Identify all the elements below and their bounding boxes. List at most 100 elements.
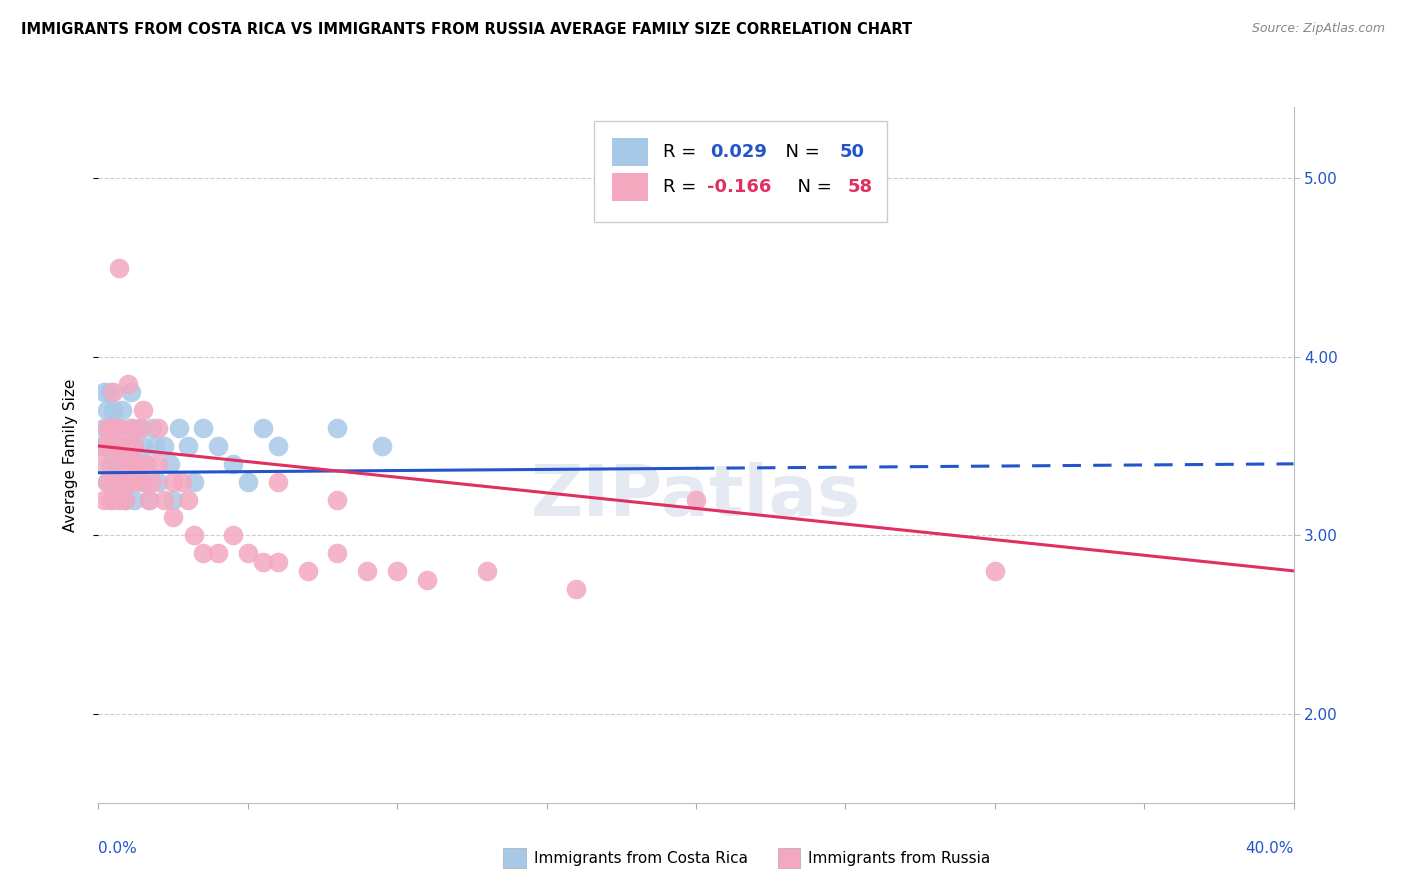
Point (141, 421, 163, 435)
Point (267, 475, 290, 489)
Point (127, 457, 149, 471)
Point (132, 403, 155, 417)
Text: 0.029: 0.029 (710, 144, 768, 161)
Point (105, 475, 128, 489)
Text: N =: N = (786, 178, 837, 196)
FancyBboxPatch shape (595, 121, 887, 222)
Point (177, 439, 200, 453)
Point (108, 260, 131, 275)
Point (98, 457, 122, 471)
Point (162, 475, 184, 489)
Point (98, 492, 122, 507)
Point (114, 457, 136, 471)
Point (416, 573, 439, 587)
Text: 0.0%: 0.0% (98, 841, 138, 856)
Point (148, 475, 170, 489)
Point (162, 492, 184, 507)
Y-axis label: Average Family Size: Average Family Size (63, 378, 77, 532)
Point (267, 555, 290, 569)
Point (153, 439, 176, 453)
Point (108, 492, 131, 507)
Point (96, 421, 118, 435)
Point (183, 528, 205, 542)
Point (111, 475, 134, 489)
Point (111, 439, 134, 453)
Point (105, 439, 128, 453)
Point (103, 475, 125, 489)
Point (167, 421, 190, 435)
Point (117, 439, 139, 453)
Point (132, 475, 155, 489)
Point (326, 492, 349, 507)
Point (98, 385, 122, 400)
Point (475, 564, 498, 578)
Point (129, 421, 152, 435)
Point (114, 492, 136, 507)
Text: R =: R = (662, 144, 702, 161)
Point (90, 457, 112, 471)
Point (252, 555, 274, 569)
Point (108, 421, 131, 435)
Text: -0.166: -0.166 (707, 178, 770, 196)
Point (222, 528, 245, 542)
Point (111, 439, 134, 453)
Point (117, 475, 139, 489)
Point (127, 457, 149, 471)
Point (267, 439, 290, 453)
Point (326, 421, 349, 435)
Text: R =: R = (662, 178, 702, 196)
Point (236, 475, 259, 489)
Point (138, 492, 160, 507)
Text: Immigrants from Costa Rica: Immigrants from Costa Rica (534, 851, 748, 865)
Point (93, 385, 115, 400)
FancyBboxPatch shape (778, 848, 800, 868)
Point (103, 403, 125, 417)
Point (111, 403, 134, 417)
Point (96, 439, 118, 453)
Text: Immigrants from Russia: Immigrants from Russia (808, 851, 991, 865)
Point (114, 457, 136, 471)
Point (297, 564, 319, 578)
Text: ZIPatlas: ZIPatlas (531, 462, 860, 531)
Point (96, 475, 118, 489)
Point (108, 457, 131, 471)
Point (207, 546, 229, 560)
Point (153, 492, 176, 507)
Point (162, 510, 184, 524)
Point (103, 439, 125, 453)
Point (98, 421, 122, 435)
Point (120, 421, 142, 435)
Point (103, 492, 125, 507)
Point (371, 439, 394, 453)
Point (96, 403, 118, 417)
Point (98, 439, 122, 453)
Point (90, 439, 112, 453)
Point (191, 546, 214, 560)
Point (132, 475, 155, 489)
Point (120, 421, 142, 435)
Point (114, 492, 136, 507)
Point (132, 439, 155, 453)
Point (135, 457, 157, 471)
Point (177, 492, 200, 507)
Point (120, 457, 142, 471)
Point (685, 492, 707, 507)
Point (141, 475, 163, 489)
Point (148, 421, 170, 435)
Point (93, 421, 115, 435)
Point (120, 385, 142, 400)
Point (143, 439, 166, 453)
Point (148, 457, 170, 471)
Point (565, 582, 588, 596)
Point (207, 439, 229, 453)
Text: IMMIGRANTS FROM COSTA RICA VS IMMIGRANTS FROM RUSSIA AVERAGE FAMILY SIZE CORRELA: IMMIGRANTS FROM COSTA RICA VS IMMIGRANTS… (21, 22, 912, 37)
FancyBboxPatch shape (503, 848, 526, 868)
Point (191, 421, 214, 435)
Point (96, 475, 118, 489)
Point (135, 457, 157, 471)
Point (111, 475, 134, 489)
Point (222, 457, 245, 471)
Point (385, 564, 409, 578)
Point (183, 475, 205, 489)
Point (252, 421, 274, 435)
